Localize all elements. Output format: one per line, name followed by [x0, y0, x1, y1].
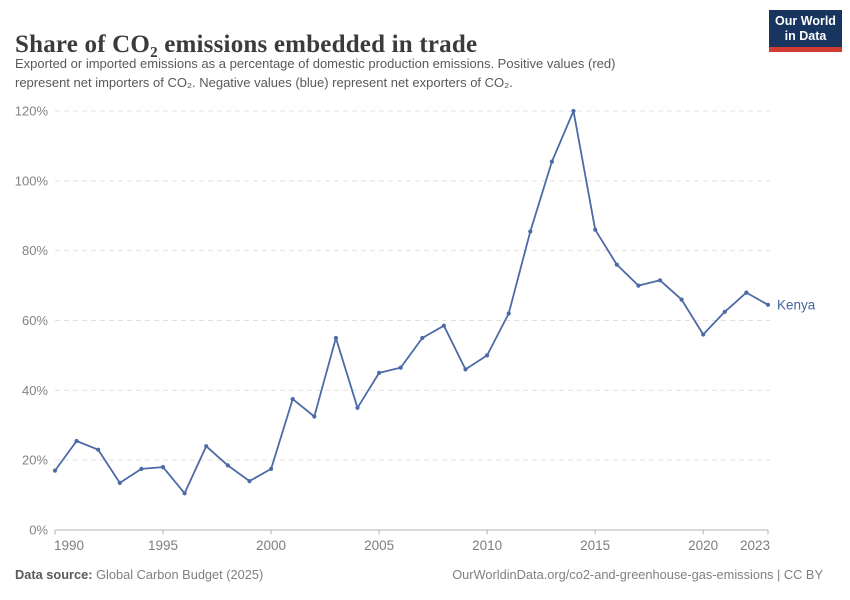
data-point — [290, 397, 295, 402]
data-point — [744, 290, 749, 295]
x-axis-tick-label: 2020 — [688, 538, 718, 553]
x-axis-tick-label: 1990 — [54, 538, 84, 553]
y-axis-tick-label: 0% — [29, 523, 48, 538]
data-point — [636, 283, 641, 288]
data-point — [506, 311, 511, 316]
data-point — [571, 108, 576, 114]
data-point — [117, 480, 122, 485]
y-axis-tick-label: 40% — [22, 383, 48, 398]
data-point — [74, 438, 79, 444]
owid-logo-line1: Our World — [775, 14, 836, 28]
data-point — [333, 335, 338, 341]
chart-footer: Data source: Global Carbon Budget (2025)… — [15, 567, 823, 582]
data-point — [312, 414, 317, 419]
data-point — [160, 465, 166, 470]
data-point — [52, 468, 58, 473]
data-point — [657, 278, 663, 283]
data-point — [722, 309, 727, 314]
y-axis-tick-label: 80% — [22, 243, 48, 258]
data-point — [420, 335, 425, 341]
y-axis-tick-label: 120% — [15, 104, 49, 119]
data-point — [355, 405, 360, 410]
owid-logo-line2: in Data — [784, 29, 827, 43]
series-end-label: Kenya — [777, 297, 816, 312]
chart-subtitle-line2: represent net importers of CO₂. Negative… — [15, 75, 513, 90]
data-point — [701, 332, 706, 337]
data-source-label: Data source: — [15, 567, 93, 582]
owid-logo-text: Our World in Data — [769, 10, 842, 47]
data-point — [441, 323, 446, 328]
data-point — [765, 302, 771, 307]
data-point — [593, 227, 598, 232]
data-point — [247, 479, 252, 484]
data-point — [528, 229, 533, 234]
x-axis-tick-label: 2015 — [580, 538, 610, 553]
data-point — [679, 297, 684, 302]
x-axis-tick-label: 2000 — [256, 538, 286, 553]
data-point — [139, 466, 144, 471]
chart-subtitle: Exported or imported emissions as a perc… — [15, 54, 755, 92]
data-point — [204, 444, 209, 449]
chart-canvas: 0% 20% 40% 60% 80% 100% 120% 1990 1995 2000 2005 20… — [15, 104, 816, 554]
data-point — [225, 463, 230, 468]
y-axis-tick-label: 20% — [22, 453, 48, 468]
owid-logo: Our World in Data — [769, 10, 842, 52]
page-title: Share of CO₂ emissions embedded in trade — [15, 30, 478, 58]
data-point — [182, 491, 187, 496]
y-axis-tick-label: 60% — [22, 313, 48, 328]
data-point — [485, 353, 490, 358]
data-source-value: Global Carbon Budget (2025) — [96, 567, 264, 582]
data-point — [96, 447, 101, 452]
chart-subtitle-line1: Exported or imported emissions as a perc… — [15, 56, 616, 71]
x-axis-tick-label: 2023 — [740, 538, 770, 553]
data-point — [549, 159, 555, 164]
series-line-kenya — [54, 110, 769, 495]
data-point — [614, 262, 619, 267]
x-axis-tick-label: 2010 — [472, 538, 502, 553]
x-axis-tick-label: 1995 — [148, 538, 178, 553]
x-axis-tick-label: 2005 — [364, 538, 394, 553]
footer-url: OurWorldinData.org/co2-and-greenhouse-ga… — [452, 567, 823, 582]
data-point — [398, 365, 403, 370]
data-point — [269, 466, 274, 471]
y-axis-tick-label: 100% — [15, 173, 49, 188]
data-point — [377, 370, 382, 375]
data-point — [463, 367, 468, 372]
owid-logo-redbar — [769, 47, 842, 52]
